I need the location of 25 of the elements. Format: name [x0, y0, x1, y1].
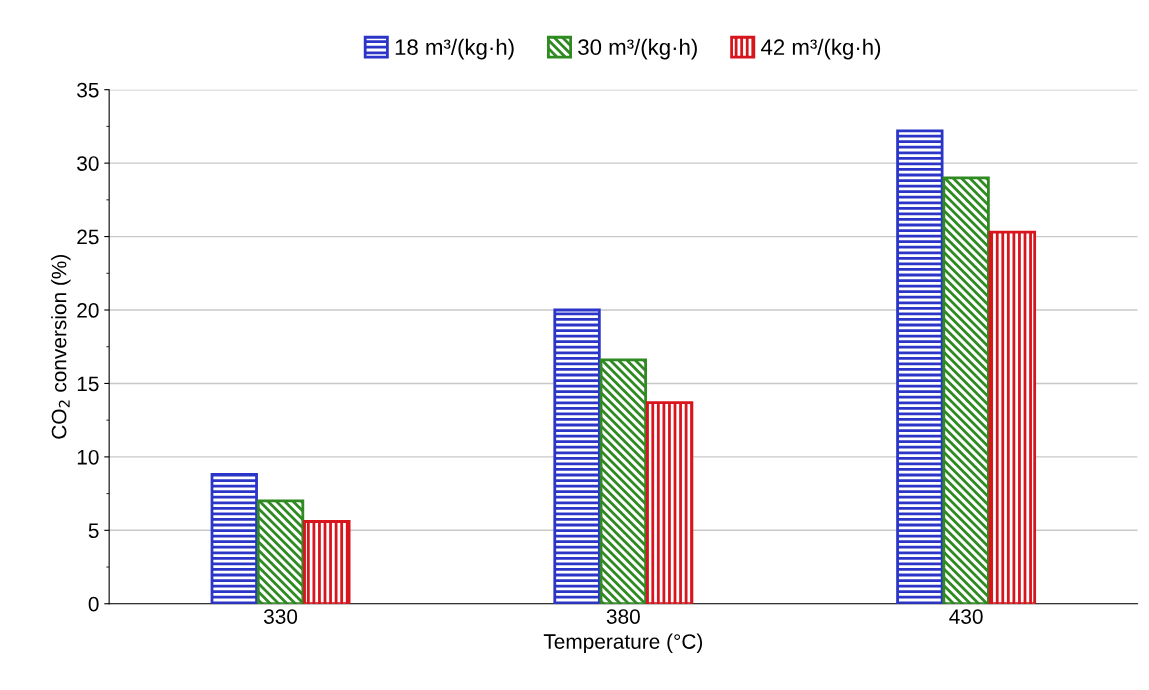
y-tick-label: 0 — [88, 596, 99, 612]
legend-label: 42 m³/(kg·h) — [761, 38, 881, 60]
y-tick-label: 20 — [77, 303, 99, 318]
y-tick-label: 25 — [77, 229, 99, 245]
legend-label: 18 m³/(kg·h) — [395, 38, 514, 60]
bar — [553, 308, 601, 604]
y-tick-label: 35 — [77, 82, 99, 98]
x-axis-title: Temperature (°C) — [543, 633, 703, 654]
y-axis-title: CO$_{2}$ conversion (%) — [51, 255, 71, 439]
bar — [896, 129, 944, 604]
bar — [256, 499, 305, 604]
bar — [988, 230, 1037, 604]
y-tick-label: 5 — [88, 523, 99, 539]
x-tick-label: 430 — [949, 609, 983, 624]
y-tick-label: 30 — [77, 156, 99, 171]
bar — [599, 358, 647, 604]
bar — [645, 401, 694, 604]
legend-label: 30 m³/(kg·h) — [578, 38, 697, 60]
bar — [303, 520, 351, 604]
bar — [942, 176, 990, 604]
bar — [210, 473, 258, 604]
x-tick-label: 380 — [606, 609, 640, 624]
y-tick-label: 15 — [77, 376, 99, 392]
x-tick-label: 330 — [263, 609, 298, 624]
y-tick-label: 10 — [77, 449, 99, 465]
